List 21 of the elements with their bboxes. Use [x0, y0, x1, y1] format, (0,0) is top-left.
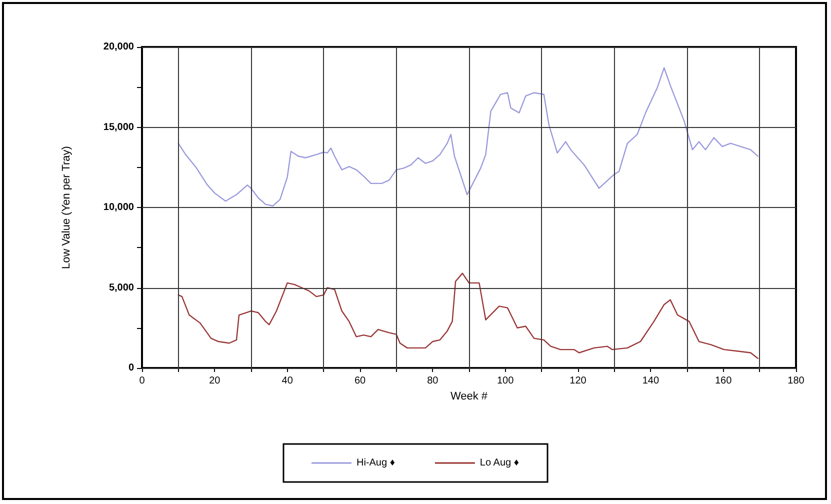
y-axis-title: Low Value (Yen per Tray) — [60, 146, 72, 269]
y-tick-label: 15,000 — [103, 122, 134, 133]
line-series — [178, 272, 758, 359]
x-tick-label: 80 — [427, 376, 439, 386]
line-series — [178, 67, 758, 206]
x-axis-title: Week # — [450, 390, 488, 402]
x-tick-label: 120 — [570, 376, 587, 386]
x-tick-label: 140 — [642, 376, 660, 386]
x-tick-label: 180 — [788, 376, 805, 386]
y-tick-label: 5,000 — [108, 282, 134, 294]
x-tick-label: 40 — [282, 376, 294, 386]
x-tick-label: 20 — [209, 376, 221, 386]
y-tick-label: 20,000 — [103, 42, 134, 52]
x-tick-label: 160 — [714, 376, 732, 386]
legend-label: Lo Aug ♦ — [480, 458, 519, 468]
x-tick-label: 60 — [354, 376, 366, 386]
x-tick-label: 100 — [496, 376, 514, 386]
y-tick-label: 0 — [128, 362, 134, 374]
x-tick-label: 0 — [139, 376, 146, 386]
legend-label: Hi-Aug ♦ — [356, 458, 395, 468]
y-tick-label: 10,000 — [103, 202, 134, 213]
